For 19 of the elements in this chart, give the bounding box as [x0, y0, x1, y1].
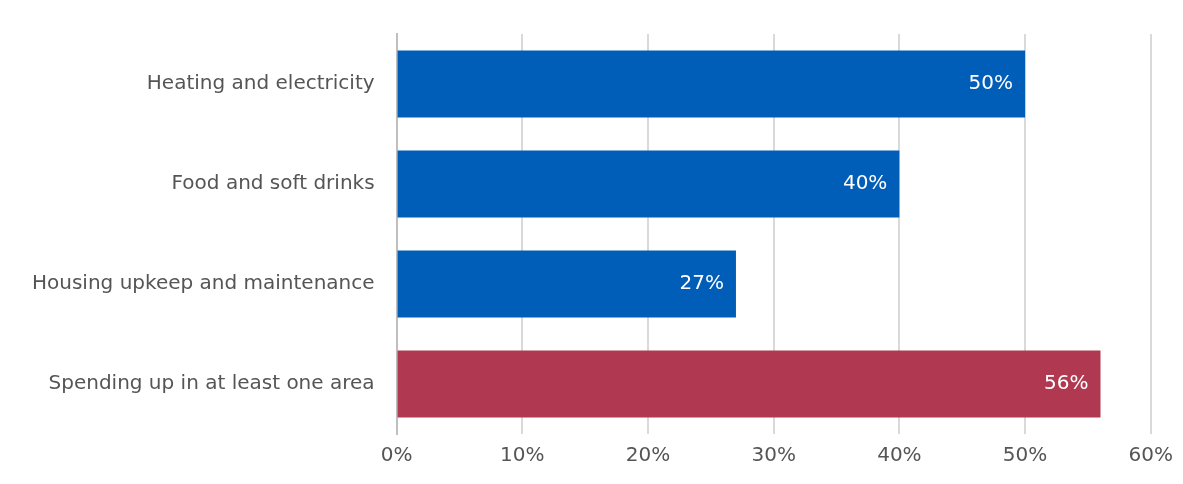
x-tick-label: 40% [877, 442, 922, 467]
bar [397, 250, 736, 318]
y-tick-label: Food and soft drinks [171, 170, 375, 195]
x-tick-label: 10% [500, 442, 545, 467]
bar [397, 150, 900, 218]
x-tick-label: 20% [625, 442, 671, 467]
x-tick-label: 0% [380, 442, 413, 467]
y-tick-label: Housing upkeep and maintenance [31, 270, 375, 295]
data-label: 27% [679, 270, 724, 295]
x-tick-label: 50% [1002, 442, 1048, 467]
data-label: 56% [1044, 370, 1089, 395]
x-tick-label: 60% [1128, 442, 1173, 467]
y-tick-label: Spending up in at least one area [48, 370, 375, 395]
y-tick-label: Heating and electricity [146, 70, 375, 95]
data-label: 50% [968, 70, 1014, 95]
x-tick-label: 30% [751, 442, 796, 467]
bar [397, 350, 1101, 418]
bar [397, 50, 1026, 118]
data-label: 40% [842, 170, 888, 195]
